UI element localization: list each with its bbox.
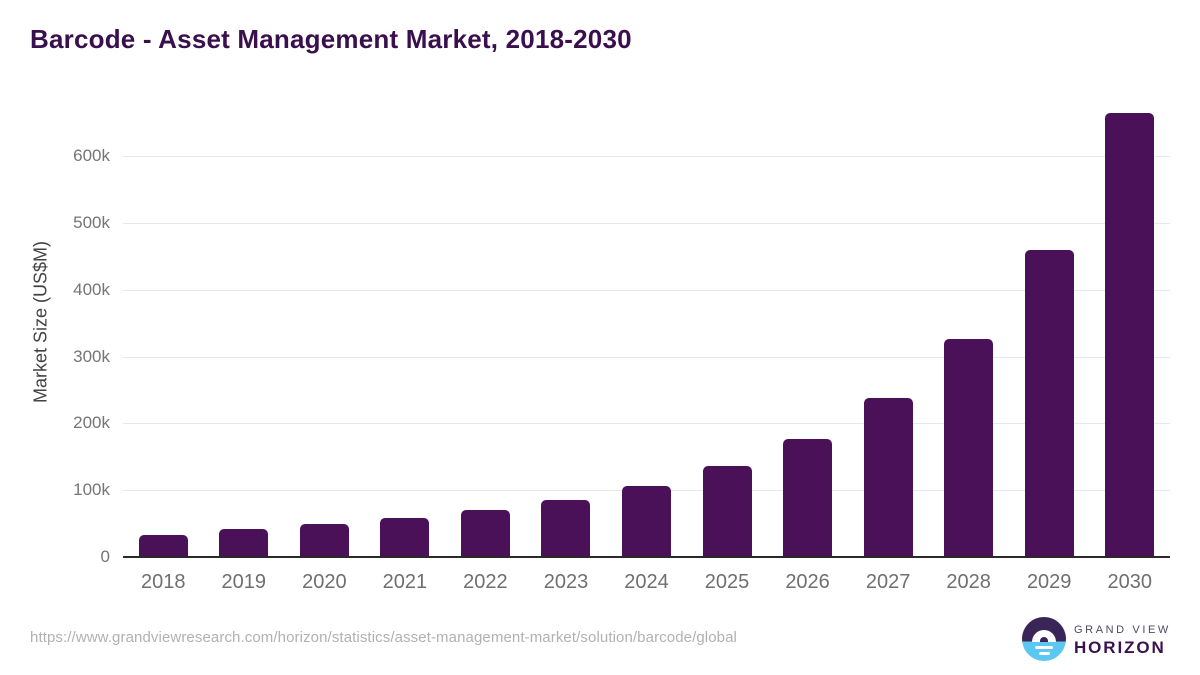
x-tick-label-2020: 2020 [302,571,347,593]
chart-title: Barcode - Asset Management Market, 2018-… [30,24,632,54]
y-tick-label-200k: 200k [73,413,110,433]
logo-grand-view-text: GRAND VIEW [1074,624,1171,636]
y-tick-label-500k: 500k [73,213,110,232]
bar-2021 [380,517,430,557]
sun-arc [1032,629,1056,642]
sun-arc-hole [1040,637,1048,642]
x-tick-label-2018: 2018 [141,571,186,593]
x-tick-label-2027: 2027 [865,571,911,593]
bar-2027 [863,398,913,557]
gridline-200k [123,423,1170,425]
x-tick-label-2030: 2030 [1107,571,1152,593]
bar-2030 [1105,113,1155,557]
x-tick-label-2019: 2019 [221,571,267,593]
gridline-600k [123,156,1170,158]
bar-2025 [702,466,752,557]
x-tick-label-2022: 2022 [463,571,508,593]
bar-2018 [138,534,188,557]
horizon-sun-icon [1022,617,1066,661]
logo-wordmark: GRAND VIEW HORIZON [1074,617,1171,661]
y-tick-label-0: 0 [100,547,110,566]
x-tick-label-2029: 2029 [1026,571,1072,593]
y-tick-label-400k: 400k [73,279,110,299]
logo-horizon-text: HORIZON [1074,638,1166,657]
bar-2019 [219,528,269,557]
bar-2022 [460,510,510,557]
y-axis-title: Market Size (US$M) [30,240,51,404]
bar-2020 [299,523,349,557]
gridline-300k [123,356,1170,358]
y-tick-label-300k: 300k [73,346,110,366]
y-tick-label-100k: 100k [73,480,110,500]
bar-2029 [1024,249,1074,557]
bar-2023 [541,499,591,557]
gridline-500k [123,223,1170,224]
bar-2026 [783,439,833,557]
gridline-400k [123,289,1170,291]
horizon-reflection-line-2 [1038,651,1050,655]
x-tick-label-2021: 2021 [382,571,428,593]
x-tick-label-2023: 2023 [543,571,589,593]
grand-view-horizon-logo: GRAND VIEW HORIZON [1022,617,1171,661]
y-tick-label-600k: 600k [73,146,110,166]
x-tick-label-2025: 2025 [704,571,750,593]
x-tick-label-2026: 2026 [785,571,830,593]
x-axis-line [123,556,1170,558]
x-tick-label-2028: 2028 [946,571,991,593]
source-url: https://www.grandviewresearch.com/horizo… [30,629,737,646]
bar-2024 [622,486,671,557]
x-tick-label-2024: 2024 [624,571,669,593]
horizon-reflection-line-1 [1035,646,1053,649]
bar-2028 [944,338,994,557]
